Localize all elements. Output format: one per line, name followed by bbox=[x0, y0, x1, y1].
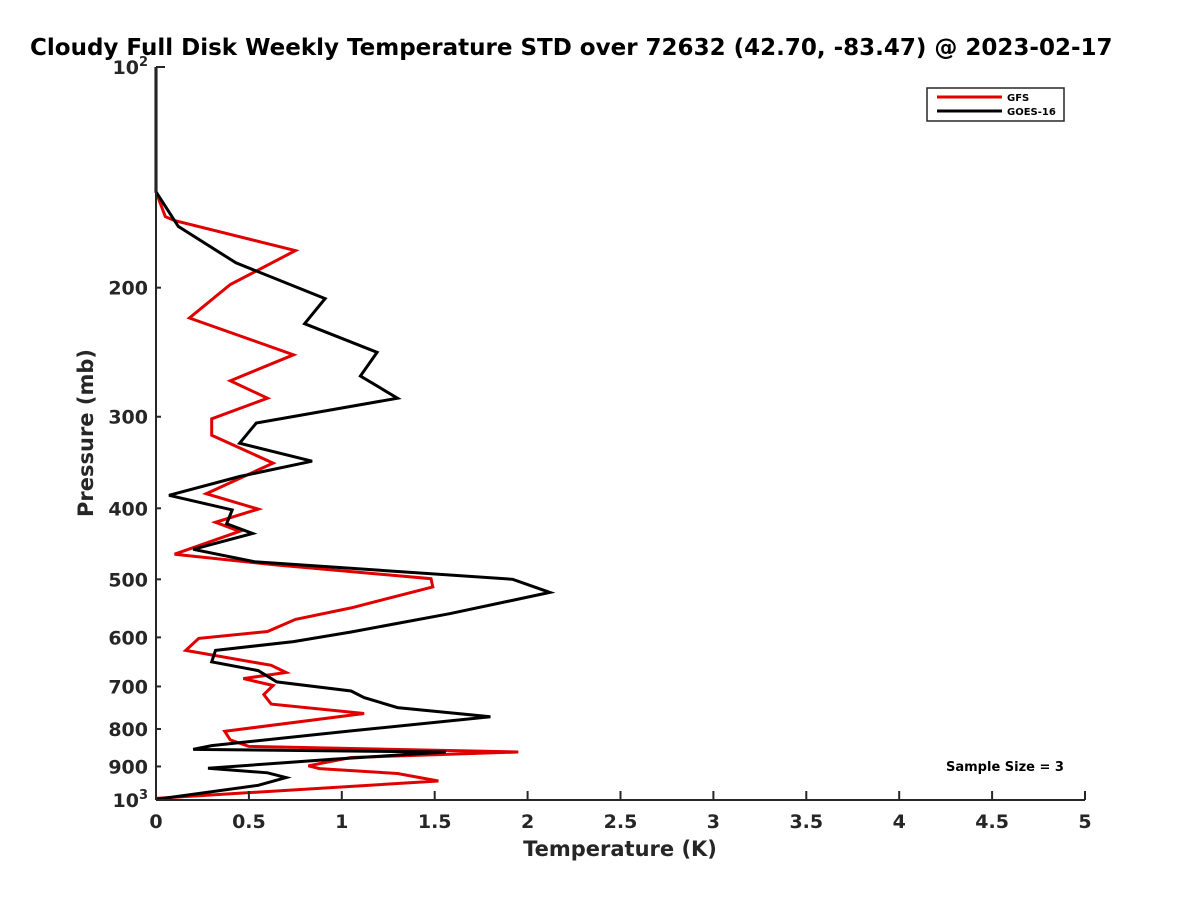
y-tick-label: 200 bbox=[108, 278, 148, 300]
x-tick-label: 1 bbox=[335, 811, 348, 833]
x-tick-label: 0.5 bbox=[232, 811, 266, 833]
x-tick-label: 1.5 bbox=[418, 811, 452, 833]
x-tick-label: 2.5 bbox=[604, 811, 638, 833]
x-tick-label: 2 bbox=[521, 811, 534, 833]
legend-label-1: GOES-16 bbox=[1007, 107, 1056, 118]
chart-title: Cloudy Full Disk Weekly Temperature STD … bbox=[30, 35, 1113, 61]
x-tick-label: 3.5 bbox=[789, 811, 823, 833]
plot-area: 0 0.5 1 1.5 2 2.5 3 3.5 4 4.5 5 102 200 300 400 500 600… bbox=[108, 55, 1091, 833]
x-tick-label: 0 bbox=[149, 811, 162, 833]
y-tick-label: 400 bbox=[108, 498, 148, 520]
y-axis-ticks: 102 200 300 400 500 600 700 800 900 103 bbox=[108, 55, 165, 812]
legend-box bbox=[926, 87, 1065, 122]
sample-size-annotation: Sample Size = 3 bbox=[946, 760, 1064, 775]
series-line-1 bbox=[154, 67, 556, 801]
x-tick-label: 4.5 bbox=[975, 811, 1009, 833]
y-tick-label: 600 bbox=[108, 627, 148, 649]
y-tick-label: 103 bbox=[113, 788, 149, 812]
series-layer bbox=[154, 67, 556, 801]
x-tick-label: 3 bbox=[707, 811, 720, 833]
y-tick-label: 500 bbox=[108, 569, 148, 591]
series-line-0 bbox=[154, 67, 519, 800]
x-axis-label: Temperature (K) bbox=[523, 837, 717, 861]
y-tick-label: 700 bbox=[108, 676, 148, 698]
y-tick-label: 300 bbox=[108, 407, 148, 429]
x-axis-ticks: 0 0.5 1 1.5 2 2.5 3 3.5 4 4.5 5 bbox=[149, 791, 1092, 833]
y-tick-label: 102 bbox=[113, 55, 149, 79]
y-tick-label: 800 bbox=[108, 719, 148, 741]
x-tick-label: 4 bbox=[893, 811, 906, 833]
legend: GFS GOES-16 bbox=[926, 87, 1065, 122]
y-axis-label: Pressure (mb) bbox=[74, 349, 98, 517]
legend-entries: GFS GOES-16 bbox=[937, 93, 1056, 118]
legend-label-0: GFS bbox=[1007, 93, 1029, 104]
x-tick-label: 5 bbox=[1078, 811, 1091, 833]
y-tick-label: 900 bbox=[108, 756, 148, 778]
